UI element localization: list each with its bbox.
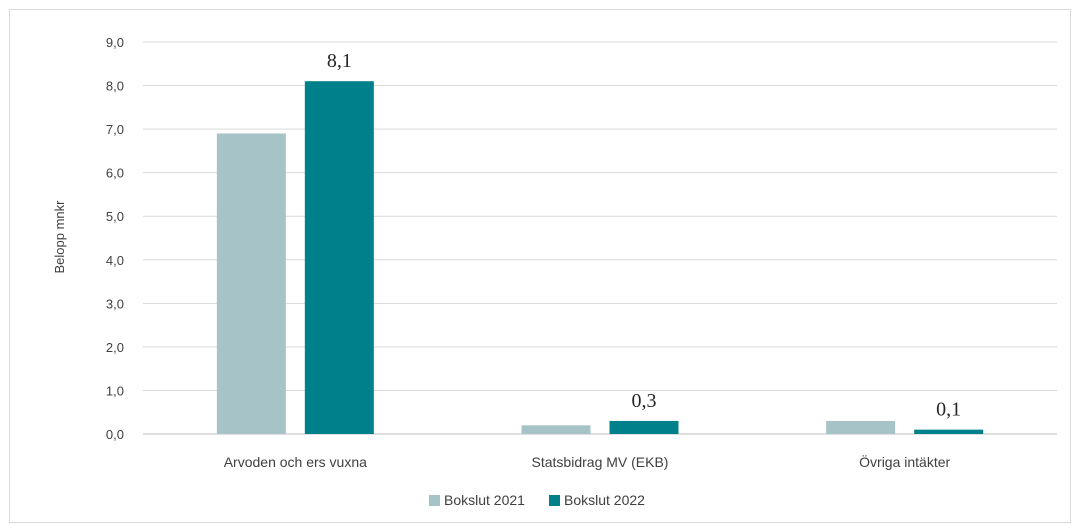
- legend-swatch: [429, 495, 440, 506]
- data-label: 0,1: [936, 399, 961, 421]
- bar: [826, 420, 896, 434]
- category-label: Statsbidrag MV (EKB): [532, 454, 669, 470]
- legend-item: Bokslut 2022: [549, 492, 645, 508]
- chart-frame: [9, 9, 1071, 523]
- y-tick-label: 7,0: [106, 122, 124, 137]
- bars: [216, 81, 984, 434]
- y-axis-label: Belopp mnkr: [52, 200, 67, 274]
- y-tick-label: 5,0: [106, 209, 124, 224]
- gridlines: [143, 41, 1057, 435]
- legend: Bokslut 2021 Bokslut 2022: [429, 492, 645, 508]
- data-labels: 8,1 0,3 0,1: [327, 50, 961, 420]
- legend-item: Bokslut 2021: [429, 492, 525, 508]
- bar: [609, 420, 679, 434]
- y-tick-label: 0,0: [106, 427, 124, 442]
- y-tick-label: 6,0: [106, 166, 124, 181]
- bar: [521, 425, 591, 434]
- category-label: Övriga intäkter: [859, 453, 950, 470]
- legend-label: Bokslut 2022: [564, 492, 645, 508]
- legend-swatch: [549, 495, 560, 506]
- y-axis-ticks: 0,0 1,0 2,0 3,0 4,0 5,0 6,0 7,0 8,0 9,0: [106, 35, 124, 442]
- bar: [914, 429, 984, 434]
- y-tick-label: 4,0: [106, 253, 124, 268]
- data-label: 8,1: [327, 50, 352, 72]
- y-tick-label: 8,0: [106, 79, 124, 94]
- y-tick-label: 1,0: [106, 383, 124, 398]
- y-tick-label: 9,0: [106, 35, 124, 50]
- legend-label: Bokslut 2021: [444, 492, 525, 508]
- y-tick-label: 3,0: [106, 296, 124, 311]
- category-label: Arvoden och ers vuxna: [224, 454, 367, 470]
- y-tick-label: 2,0: [106, 340, 124, 355]
- data-label: 0,3: [632, 390, 657, 412]
- bar: [216, 133, 286, 434]
- bar: [304, 81, 374, 434]
- x-axis-categories: Arvoden och ers vuxna Statsbidrag MV (EKB…: [224, 453, 951, 470]
